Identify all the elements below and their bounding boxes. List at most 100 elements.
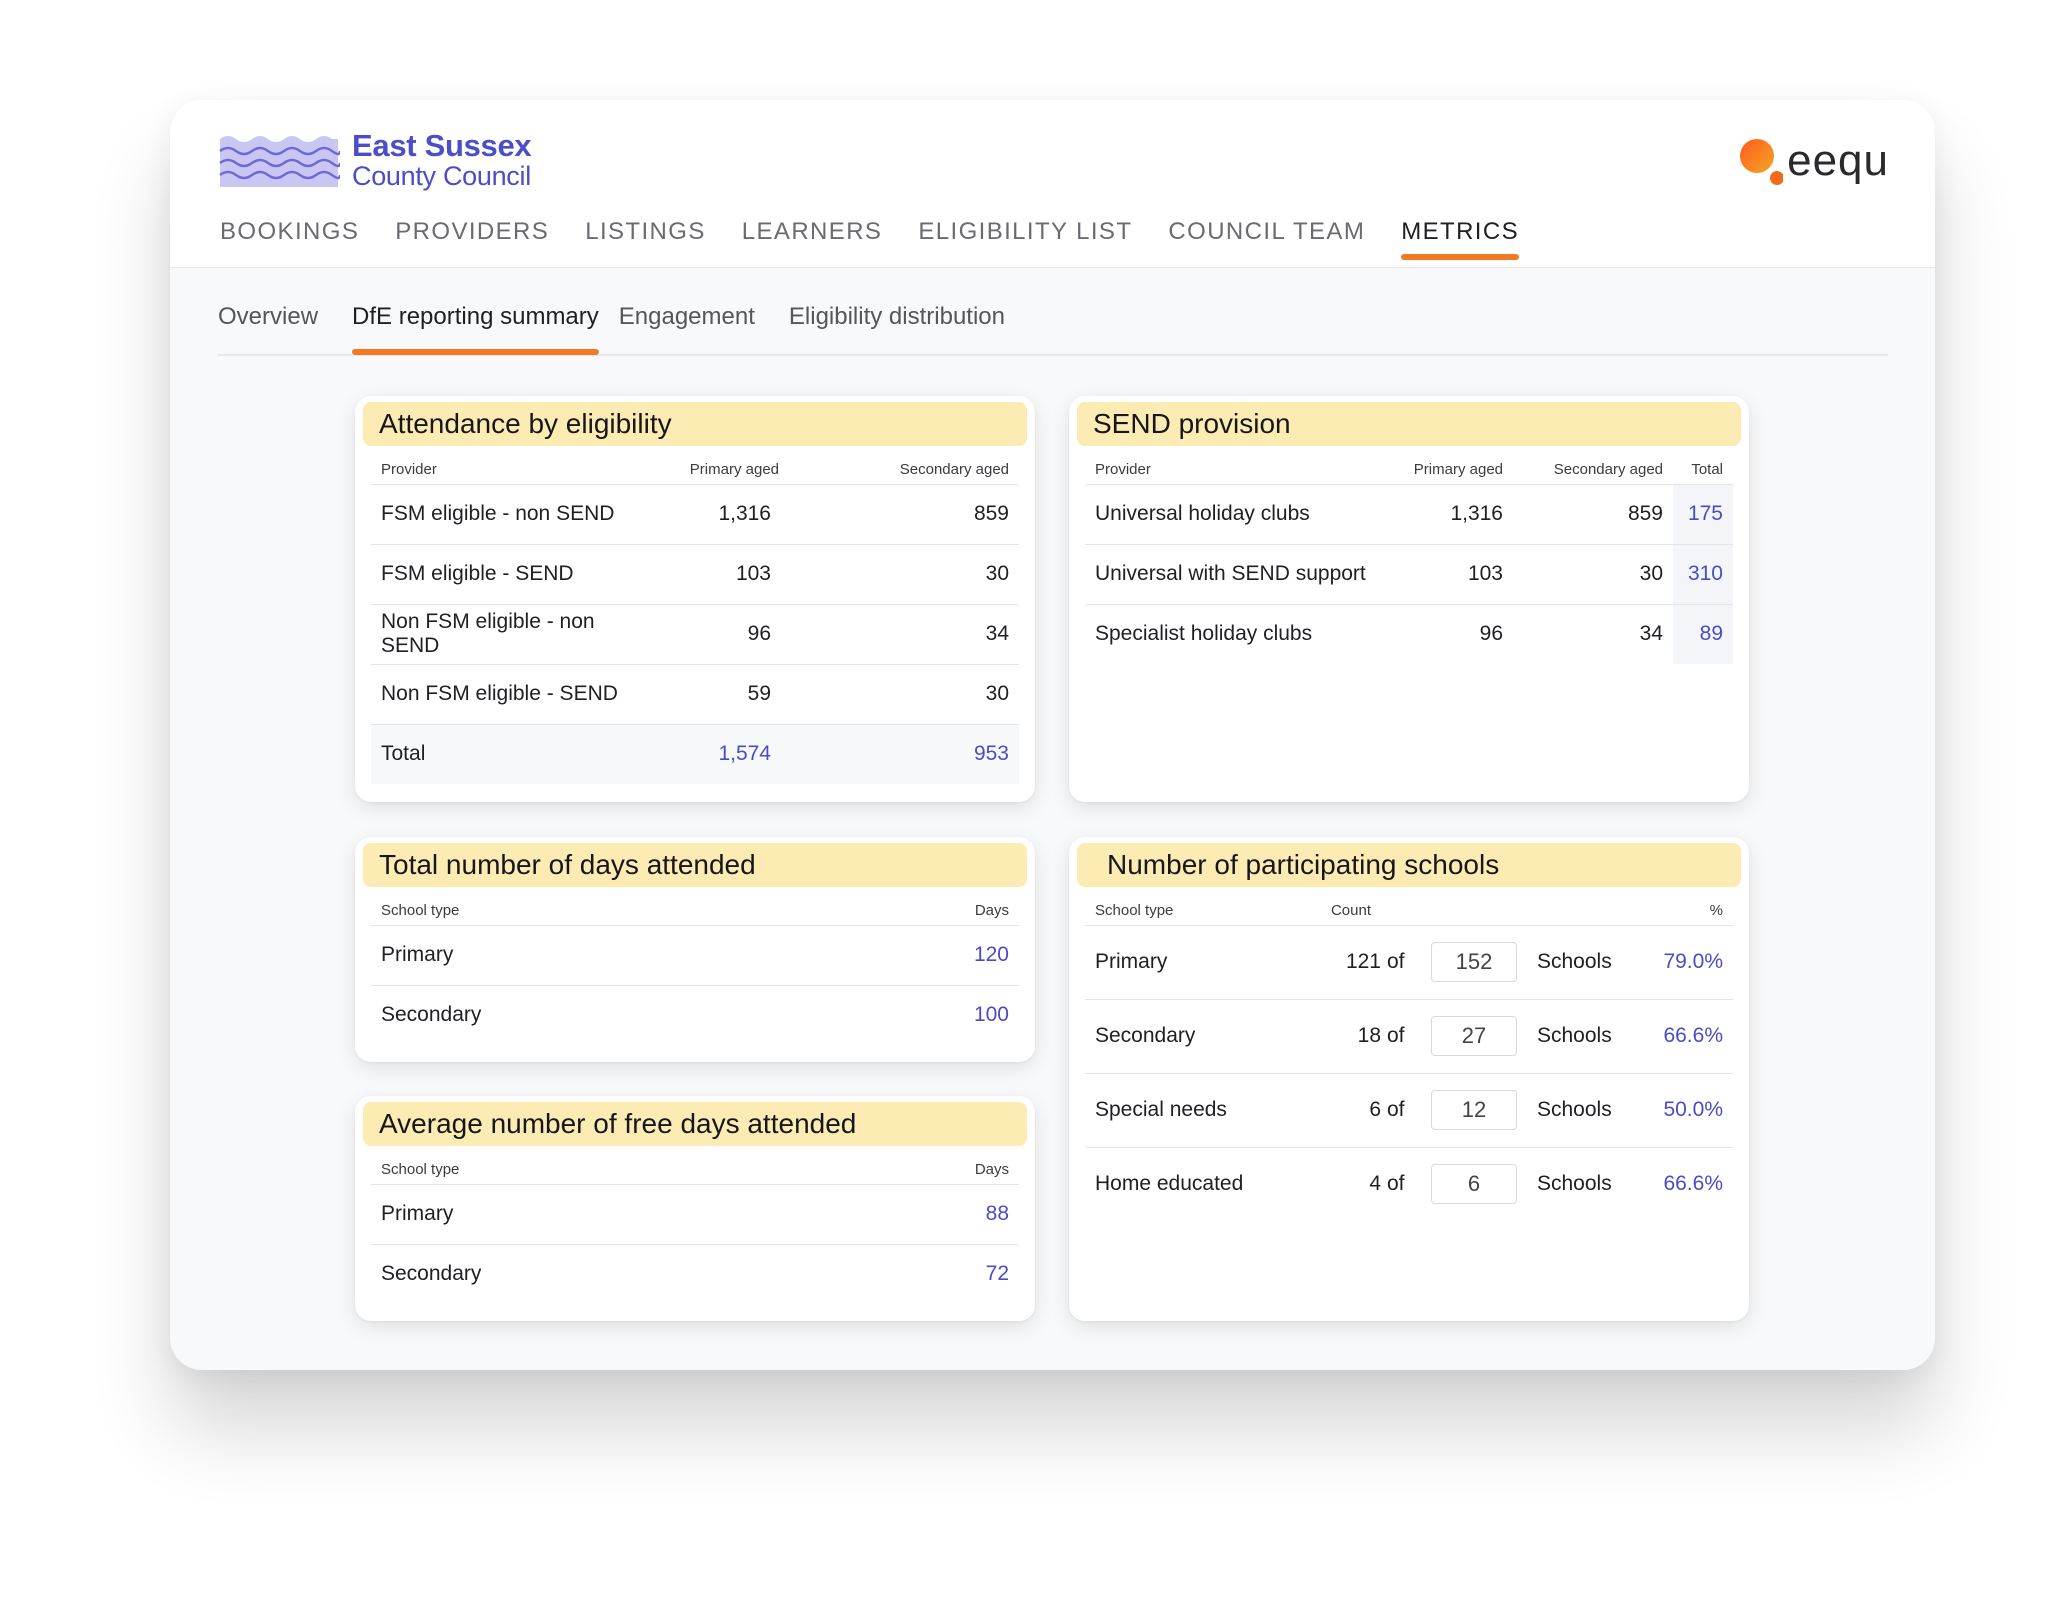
table-row: Non FSM eligible - SEND 59 30 xyxy=(371,664,1019,725)
total-value: 89 xyxy=(1673,604,1733,664)
total-schools-input[interactable]: 27 xyxy=(1431,1016,1517,1056)
of-label: of xyxy=(1381,999,1421,1074)
row-label: Home educated xyxy=(1095,1172,1244,1196)
card-title: Attendance by eligibility xyxy=(363,402,1027,446)
table-row: Secondary 100 xyxy=(371,985,1019,1045)
unit-label: Schools xyxy=(1527,925,1623,1000)
row-label: Non FSM eligible - non SEND xyxy=(371,604,639,665)
col-header: Days xyxy=(817,1146,1019,1185)
col-header: Primary aged xyxy=(1383,446,1513,485)
council-logo[interactable]: East Sussex County Council xyxy=(218,128,532,191)
table-row: Secondary 18 of 27 Schools 66.6% xyxy=(1085,999,1733,1074)
row-label: Secondary xyxy=(381,1262,482,1286)
count-value: 18 xyxy=(1281,999,1381,1074)
total-primary-value: 1,574 xyxy=(639,724,789,784)
col-header: Total xyxy=(1673,446,1733,485)
nav-listings[interactable]: LISTINGS xyxy=(585,218,706,245)
row-label: Non FSM eligible - SEND xyxy=(371,664,639,725)
days-value: 100 xyxy=(973,1003,1009,1027)
card-title: SEND provision xyxy=(1077,402,1741,446)
row-label: Special needs xyxy=(1085,1073,1281,1148)
table-row: Universal holiday clubs 1,316 859 175 xyxy=(1085,484,1733,545)
days-value: 120 xyxy=(815,925,1019,986)
col-header: School type xyxy=(371,1146,818,1185)
nav-providers[interactable]: PROVIDERS xyxy=(395,218,550,245)
total-days-card: Total number of days attended School typ… xyxy=(355,837,1035,1062)
total-row: Total 1,574 953 xyxy=(371,724,1019,784)
row-label: Universal holiday clubs xyxy=(1085,484,1383,545)
brand-name: eequ xyxy=(1787,136,1889,185)
secondary-value: 34 xyxy=(1639,622,1663,646)
row-label: FSM eligible - SEND xyxy=(371,544,639,605)
total-schools-input[interactable]: 12 xyxy=(1431,1090,1517,1130)
average-days-card: Average number of free days attended Sch… xyxy=(355,1096,1035,1321)
table-row: Special needs 6 of 12 Schools 50.0% xyxy=(1085,1073,1733,1148)
total-schools-input[interactable]: 6 xyxy=(1431,1164,1517,1205)
percent-value: 66.6% xyxy=(1623,999,1733,1074)
tab-dfe-reporting-summary[interactable]: DfE reporting summary xyxy=(352,300,599,355)
col-header: Provider xyxy=(1085,446,1383,485)
row-label: Secondary xyxy=(1085,999,1281,1074)
days-value: 72 xyxy=(985,1262,1009,1286)
secondary-value: 30 xyxy=(789,544,1019,605)
total-label: Total xyxy=(371,724,639,784)
send-table: Provider Primary aged Secondary aged Tot… xyxy=(1085,446,1733,664)
app-window: East Sussex County Council eequ BOOKINGS… xyxy=(170,100,1935,1370)
table-row: FSM eligible - non SEND 1,316 859 xyxy=(371,484,1019,545)
days-value: 88 xyxy=(817,1184,1019,1245)
average-days-table: School type Days Primary 88 Secondary 72 xyxy=(371,1146,1019,1304)
eequ-dots-icon xyxy=(1740,139,1784,185)
col-header: Provider xyxy=(371,446,639,485)
col-header: % xyxy=(1623,887,1733,926)
primary-value: 96 xyxy=(639,604,789,665)
total-days-table: School type Days Primary 120 Secondary 1… xyxy=(371,887,1019,1045)
participating-schools-card: Number of participating schools School t… xyxy=(1069,837,1749,1321)
tab-eligibility-distribution[interactable]: Eligibility distribution xyxy=(788,303,1005,330)
table-row: Specialist holiday clubs 96 34 89 xyxy=(1085,604,1733,664)
col-header: Count xyxy=(1281,887,1381,926)
nav-metrics[interactable]: METRICS xyxy=(1401,218,1519,260)
council-name-line2: County Council xyxy=(352,161,531,191)
of-label: of xyxy=(1381,1073,1421,1148)
tab-overview[interactable]: Overview xyxy=(218,303,319,330)
card-title: Number of participating schools xyxy=(1077,843,1741,887)
eequ-logo[interactable]: eequ xyxy=(1737,134,1889,188)
col-header: Days xyxy=(815,887,1019,926)
row-label: Primary xyxy=(371,1184,818,1245)
unit-label: Schools xyxy=(1527,999,1623,1074)
main-nav: BOOKINGS PROVIDERS LISTINGS LEARNERS ELI… xyxy=(220,218,1555,260)
percent-value: 79.0% xyxy=(1623,925,1733,1000)
secondary-value: 30 xyxy=(789,664,1019,725)
table-row: FSM eligible - SEND 103 30 xyxy=(371,544,1019,605)
percent-value: 50.0% xyxy=(1623,1073,1733,1148)
card-title: Total number of days attended xyxy=(363,843,1027,887)
total-schools-input[interactable]: 152 xyxy=(1431,942,1517,982)
row-label: Specialist holiday clubs xyxy=(1095,622,1313,646)
secondary-value: 30 xyxy=(1513,544,1673,605)
council-name-line1: East Sussex xyxy=(352,128,532,163)
primary-value: 103 xyxy=(639,544,789,605)
secondary-value: 859 xyxy=(1513,484,1673,545)
unit-label: Schools xyxy=(1537,1172,1612,1196)
send-provision-card: SEND provision Provider Primary aged Sec… xyxy=(1069,396,1749,802)
table-row: Universal with SEND support 103 30 310 xyxy=(1085,544,1733,605)
table-row: Primary 120 xyxy=(371,925,1019,986)
table-row: Primary 88 xyxy=(371,1184,1019,1245)
secondary-value: 34 xyxy=(789,604,1019,665)
of-label: of xyxy=(1381,925,1421,1000)
table-row: Secondary 72 xyxy=(371,1244,1019,1304)
tab-engagement[interactable]: Engagement xyxy=(618,303,755,330)
of-label: of xyxy=(1387,1172,1405,1196)
attendance-card: Attendance by eligibility Provider Prima… xyxy=(355,396,1035,802)
nav-learners[interactable]: LEARNERS xyxy=(741,218,883,245)
count-value: 6 xyxy=(1281,1073,1381,1148)
count-value: 4 xyxy=(1369,1172,1381,1196)
nav-eligibility-list[interactable]: ELIGIBILITY LIST xyxy=(918,218,1133,245)
nav-bookings[interactable]: BOOKINGS xyxy=(220,218,360,245)
row-label: Secondary xyxy=(381,1003,482,1027)
unit-label: Schools xyxy=(1527,1073,1623,1148)
sub-nav: Overview DfE reporting summary Engagemen… xyxy=(218,300,1888,356)
waves-logo-icon xyxy=(219,136,340,187)
total-secondary-value: 953 xyxy=(789,724,1019,784)
nav-council-team[interactable]: COUNCIL TEAM xyxy=(1168,218,1366,245)
